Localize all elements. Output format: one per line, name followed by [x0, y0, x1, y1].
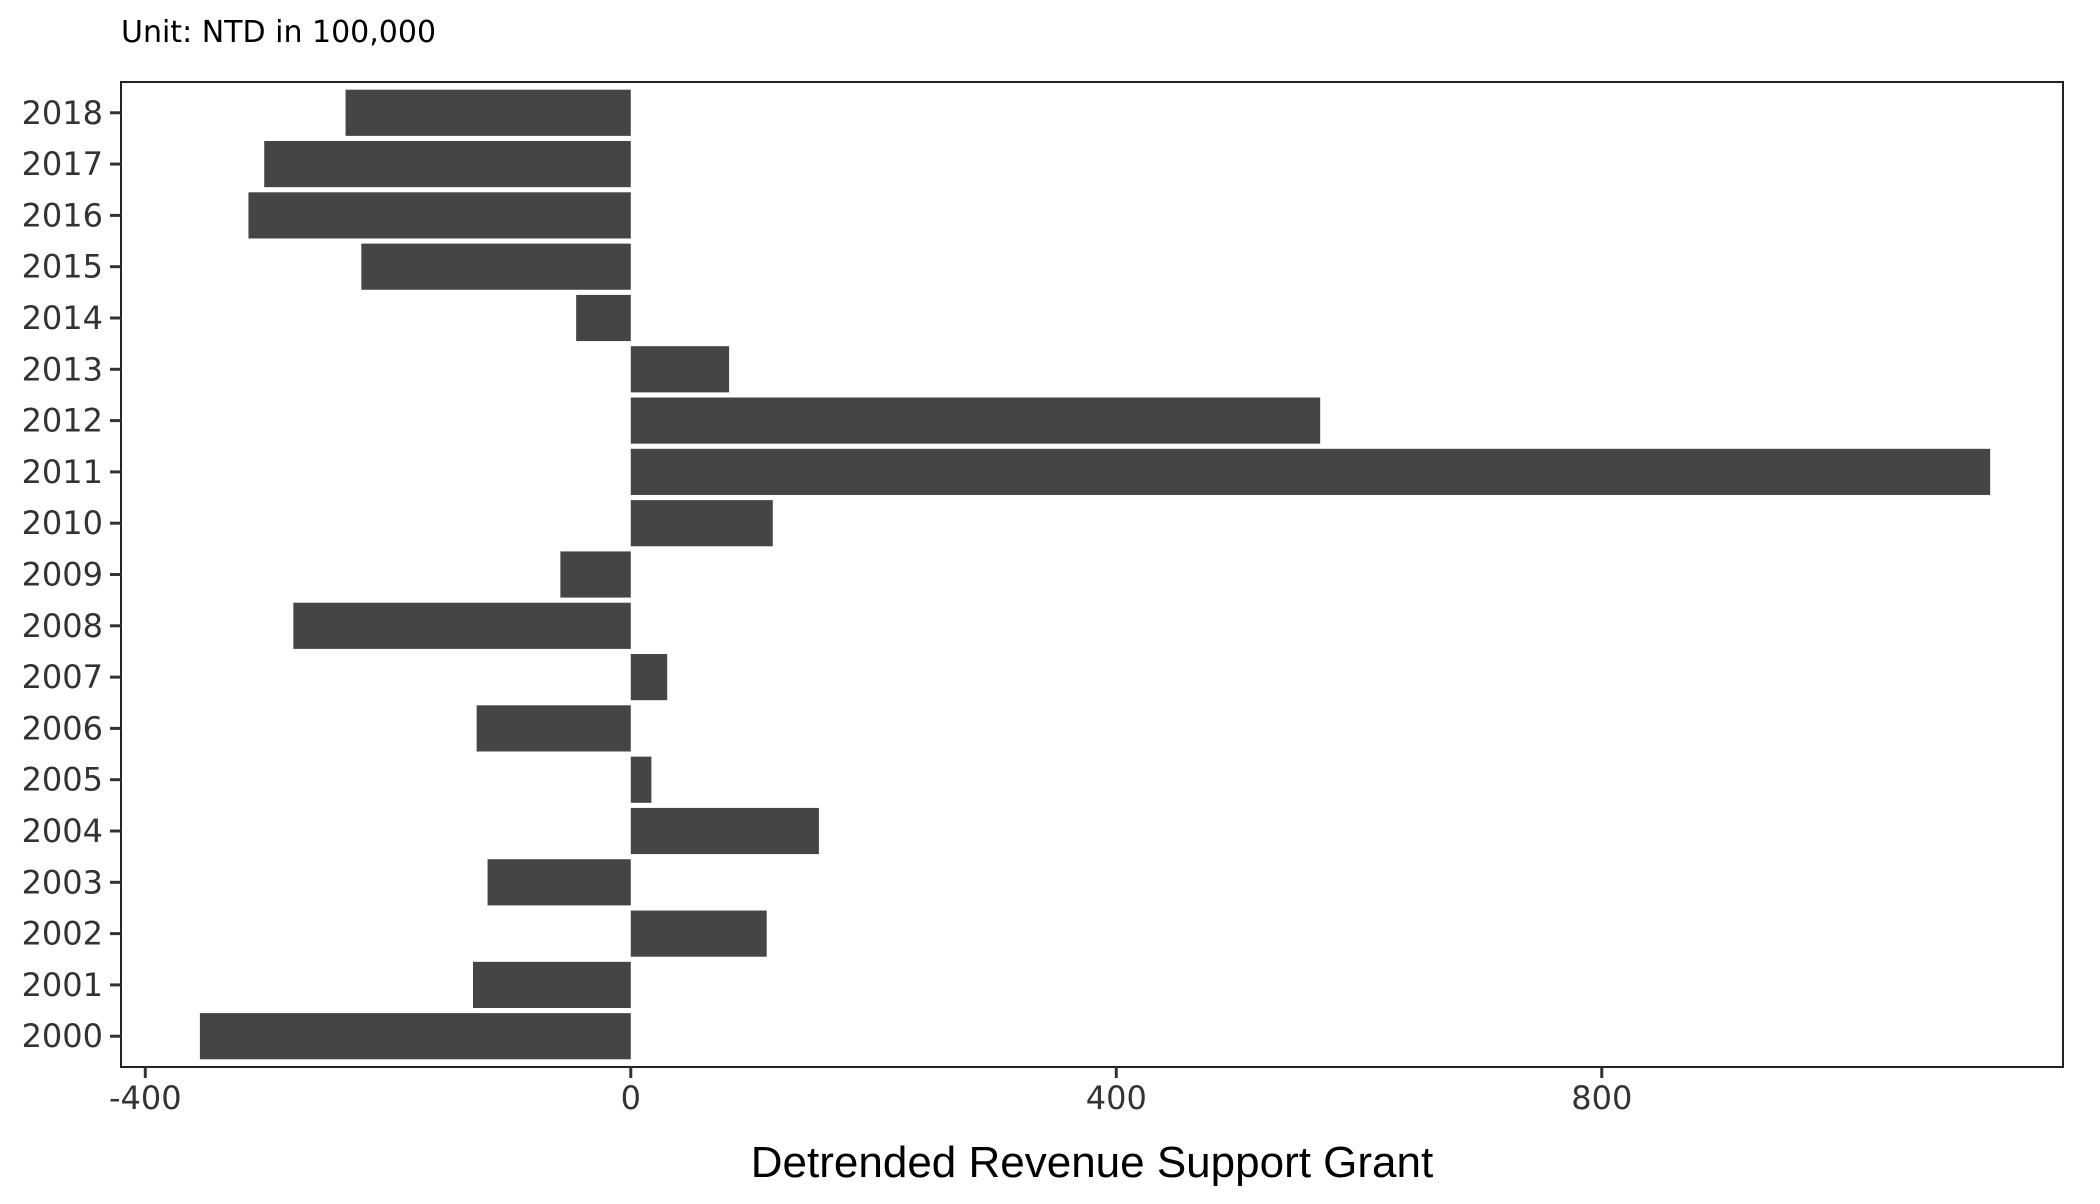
bar-2003: [487, 859, 631, 906]
y-tick-label-2002: 2002: [22, 915, 103, 953]
x-axis-title: Detrended Revenue Support Grant: [751, 1138, 1433, 1187]
chart-subtitle: Unit: NTD in 100,000: [121, 15, 437, 50]
bar-2006: [476, 705, 631, 752]
y-tick-label-2014: 2014: [22, 299, 103, 337]
x-tick-label-0: 0: [621, 1079, 641, 1117]
bar-2017: [264, 140, 631, 188]
bar-2007: [630, 654, 668, 701]
x-tick-label--400: -400: [109, 1079, 182, 1117]
bar-2018: [345, 89, 631, 136]
bar-2013: [630, 346, 730, 393]
bar-2004: [630, 807, 819, 855]
y-tick-label-2008: 2008: [22, 607, 103, 645]
bar-2011: [630, 448, 1991, 495]
bar-2005: [630, 756, 652, 803]
bar-2016: [248, 192, 631, 239]
x-tick-label-400: 400: [1086, 1079, 1147, 1117]
y-tick-label-2005: 2005: [22, 761, 103, 799]
y-tick-label-2011: 2011: [22, 453, 103, 491]
y-tick-label-2001: 2001: [22, 966, 103, 1004]
bar-2009: [560, 551, 631, 598]
bar-2012: [630, 397, 1321, 444]
y-tick-label-2009: 2009: [22, 556, 103, 594]
bar-2000: [199, 1013, 631, 1060]
y-tick-label-2004: 2004: [22, 812, 103, 850]
bar-2015: [361, 243, 631, 290]
y-tick-label-2016: 2016: [22, 196, 103, 234]
x-tick-label-800: 800: [1571, 1079, 1632, 1117]
y-axis: 2000 2001 2002 2003 2004 2005 2006 2007 2008 2009…: [22, 94, 121, 1055]
y-tick-label-2017: 2017: [22, 145, 103, 183]
y-tick-label-2007: 2007: [22, 658, 103, 696]
bars-layer: [199, 89, 1991, 1060]
y-tick-label-2000: 2000: [22, 1017, 103, 1055]
y-tick-label-2018: 2018: [22, 94, 103, 132]
y-tick-label-2003: 2003: [22, 863, 103, 901]
x-axis: -400 0 400 800: [109, 1067, 1632, 1117]
bar-2014: [576, 294, 631, 342]
y-tick-label-2015: 2015: [22, 248, 103, 286]
y-tick-label-2010: 2010: [22, 504, 103, 542]
bar-2008: [293, 602, 631, 649]
y-tick-label-2012: 2012: [22, 402, 103, 440]
bar-2001: [472, 961, 631, 1009]
y-tick-label-2006: 2006: [22, 709, 103, 747]
bar-2010: [630, 500, 773, 547]
y-tick-label-2013: 2013: [22, 350, 103, 388]
bar-2002: [630, 910, 767, 957]
